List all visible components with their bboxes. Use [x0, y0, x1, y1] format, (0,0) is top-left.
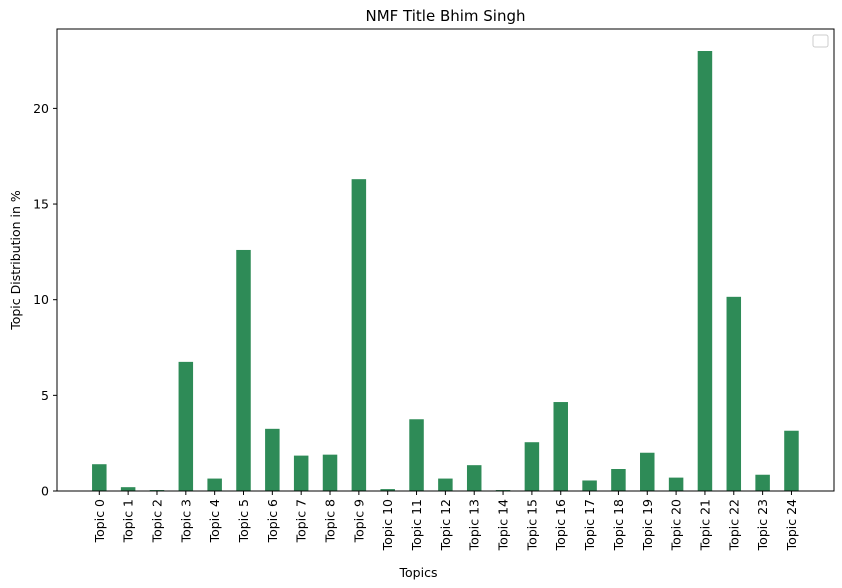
bar-topic-15: [524, 442, 540, 491]
bar-topic-19: [640, 452, 655, 491]
x-tick-label: Topic 17: [582, 499, 597, 551]
x-tick-label: Topic 6: [265, 499, 280, 543]
bar-topic-6: [265, 428, 280, 491]
x-tick-label: Topic 3: [178, 499, 193, 543]
y-axis-label: Topic Distribution in %: [8, 190, 23, 331]
x-tick-label: Topic 15: [524, 499, 539, 551]
bar-topic-5: [236, 249, 251, 491]
x-tick-label: Topic 13: [467, 499, 482, 551]
x-tick-label: Topic 5: [236, 499, 251, 543]
bar-topic-11: [409, 419, 424, 491]
bar-topic-18: [611, 469, 626, 491]
x-tick-label: Topic 4: [207, 499, 222, 543]
x-tick-label: Topic 8: [323, 499, 338, 543]
x-axis: Topic 0 Topic 1 Topic 2 Topic 3 Topic 4 Topic…: [92, 491, 799, 551]
bar-topic-1: [120, 487, 136, 491]
bar-topic-10: [380, 489, 395, 491]
x-tick-label: Topic 10: [380, 499, 395, 551]
x-tick-label: Topic 14: [496, 499, 511, 551]
x-tick-label: Topic 18: [611, 499, 626, 551]
y-tick-label: 20: [33, 101, 49, 116]
x-tick-label: Topic 1: [121, 499, 136, 543]
x-tick-label: Topic 21: [697, 499, 712, 551]
bar-topic-17: [582, 480, 597, 491]
x-tick-label: Topic 9: [351, 499, 366, 543]
x-axis-label: Topics: [399, 565, 438, 580]
bar-topic-16: [553, 402, 568, 491]
bar-topic-3: [178, 361, 194, 491]
x-tick-label: Topic 0: [92, 499, 107, 543]
bar-topic-21: [697, 51, 713, 491]
y-tick-label: 15: [33, 197, 49, 212]
y-tick-label: 5: [41, 388, 49, 403]
x-tick-label: Topic 23: [755, 499, 770, 551]
y-tick-label: 10: [33, 292, 49, 307]
bar-topic-20: [668, 477, 684, 491]
x-tick-label: Topic 19: [640, 499, 655, 551]
bar-topic-23: [755, 474, 770, 491]
bar-topic-0: [92, 464, 107, 491]
x-tick-label: Topic 22: [726, 499, 741, 551]
x-tick-label: Topic 20: [669, 499, 684, 551]
bar-topic-9: [351, 179, 367, 491]
x-tick-label: Topic 11: [409, 499, 424, 551]
x-tick-label: Topic 24: [784, 499, 799, 551]
bar-topic-4: [207, 478, 222, 491]
bar-topic-13: [466, 465, 482, 491]
x-tick-label: Topic 12: [438, 499, 453, 551]
bar-topic-24: [784, 430, 799, 491]
bar-topic-12: [438, 478, 453, 491]
x-tick-label: Topic 2: [149, 499, 164, 543]
bar-topic-8: [322, 454, 338, 491]
plot-frame: [56, 28, 835, 492]
x-tick-label: Topic 16: [553, 499, 568, 551]
legend-box: [812, 34, 829, 48]
bar-topic-22: [726, 296, 742, 491]
x-tick-label: Topic 7: [294, 499, 309, 543]
y-axis: 0 5 10 15 20: [33, 101, 57, 499]
bar-topic-7: [293, 455, 309, 491]
chart-title: NMF Title Bhim Singh: [365, 7, 525, 25]
bars-group: [92, 51, 799, 491]
y-tick-label: 0: [41, 484, 49, 499]
